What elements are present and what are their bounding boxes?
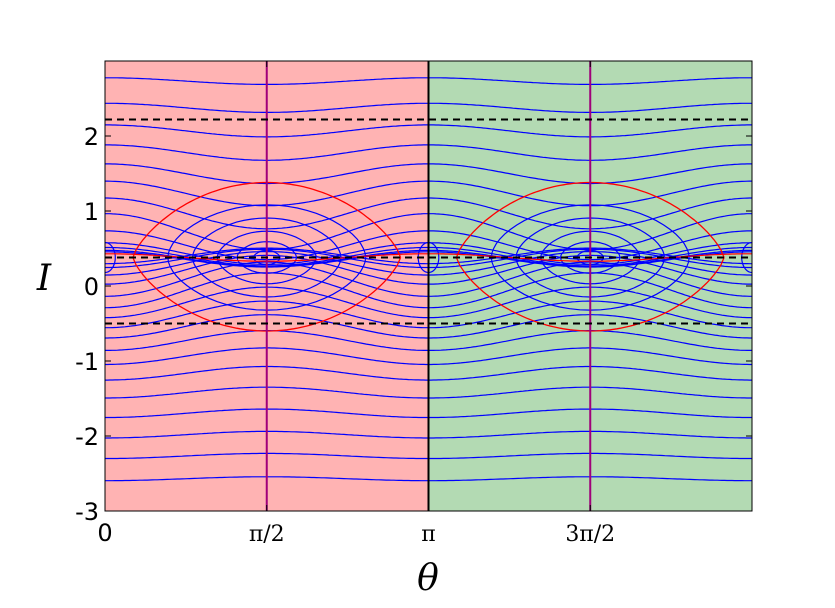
y-axis-label: I <box>36 258 52 299</box>
x-tick-label-0: 0 <box>97 519 112 547</box>
y-tick-label-3: -1 <box>75 348 99 376</box>
y-tick-label-4: -2 <box>75 423 99 451</box>
y-tick-label-1: 1 <box>84 198 99 226</box>
plot-area <box>105 61 752 511</box>
x-axis-label: θ <box>417 558 439 599</box>
vertical-lines <box>265 61 592 511</box>
y-tick-label-5: -3 <box>75 498 99 526</box>
y-tick-label-2: 0 <box>84 273 99 301</box>
y-tick-label-0: 2 <box>84 123 99 151</box>
x-tick-label-3: 3π/2 <box>565 522 615 547</box>
x-tick-label-2: π <box>421 522 435 547</box>
center-orbit-1-1 <box>559 241 621 274</box>
y-axis-ticks: 2 1 0 -1 -2 -3 <box>75 123 752 526</box>
x-axis-ticks: 0 π/2 π 3π/2 <box>97 61 615 547</box>
saddle-orbit-0 <box>105 241 116 274</box>
x-tick-label-1: π/2 <box>249 522 285 547</box>
